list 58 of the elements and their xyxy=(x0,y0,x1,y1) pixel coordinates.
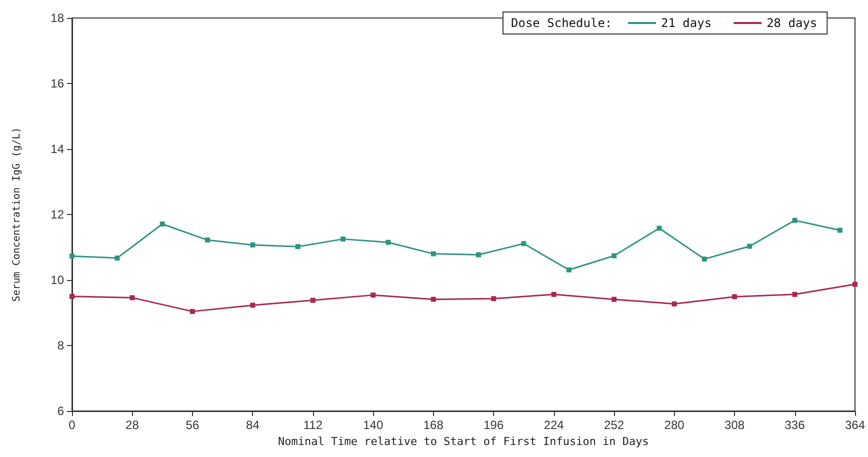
point xyxy=(430,296,436,302)
point xyxy=(491,296,496,302)
x-tick-label: 196 xyxy=(484,418,504,432)
point xyxy=(190,308,195,314)
x-axis-title: Nominal Time relative to Start of First Infusion in Days xyxy=(278,434,649,448)
y-tick-label: 10 xyxy=(50,273,64,287)
x-tick-label: 28 xyxy=(126,418,140,432)
x-tick-label: 56 xyxy=(186,418,200,432)
point xyxy=(70,294,74,299)
point xyxy=(340,236,346,242)
point xyxy=(852,282,858,287)
y-axis-title: Serum Concentration IgG (g/L) xyxy=(12,127,22,302)
point xyxy=(310,298,316,303)
point xyxy=(672,301,677,306)
point xyxy=(250,242,256,248)
point xyxy=(386,240,391,245)
x-tick-label: 280 xyxy=(664,418,685,432)
x-tick-label: 364 xyxy=(844,418,866,432)
y-tick-label: 14 xyxy=(50,142,64,156)
legend-title: Dose Schedule: xyxy=(511,16,612,30)
x-tick-label: 224 xyxy=(544,418,564,432)
point xyxy=(114,256,120,261)
point xyxy=(612,296,617,302)
x-tick-label: 0 xyxy=(68,418,76,432)
y-tick-label: 16 xyxy=(50,76,64,90)
y-tick-label: 12 xyxy=(50,208,64,222)
point xyxy=(747,244,752,249)
point xyxy=(612,253,617,258)
point xyxy=(130,295,135,300)
point xyxy=(566,267,572,272)
point xyxy=(70,254,74,259)
legend-label: 28 days xyxy=(766,16,818,30)
legend-label: 21 days xyxy=(661,16,712,30)
point xyxy=(295,244,300,250)
point xyxy=(702,256,707,262)
point xyxy=(476,252,482,258)
point xyxy=(250,302,256,308)
x-tick-label: 84 xyxy=(246,418,260,432)
x-tick-label: 336 xyxy=(784,418,806,432)
x-tick-label: 140 xyxy=(363,418,384,432)
y-tick-label: 8 xyxy=(57,338,64,352)
point xyxy=(792,292,798,297)
point xyxy=(370,292,376,298)
point xyxy=(521,241,526,246)
point xyxy=(656,226,662,231)
point xyxy=(430,251,436,256)
point xyxy=(837,228,842,233)
x-tick-label: 252 xyxy=(604,418,624,432)
x-tick-label: 112 xyxy=(303,418,323,432)
y-tick-label: 6 xyxy=(57,404,64,418)
point xyxy=(792,218,798,223)
point xyxy=(160,221,165,226)
point xyxy=(732,294,738,300)
point xyxy=(205,238,210,243)
x-tick-label: 308 xyxy=(724,418,745,432)
x-tick-label: 168 xyxy=(423,418,444,432)
point xyxy=(551,292,556,297)
y-tick-label: 18 xyxy=(50,11,64,25)
